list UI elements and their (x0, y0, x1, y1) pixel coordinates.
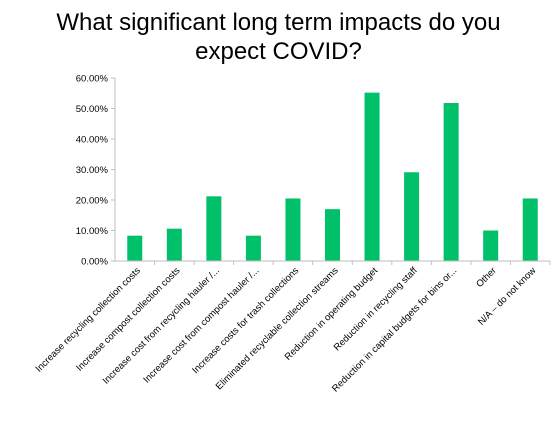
y-tick-label: 50.00% (76, 104, 109, 115)
chart-title-line-1: What significant long term impacts do yo… (56, 9, 501, 36)
bar (364, 92, 380, 261)
bar (166, 228, 182, 261)
bars (127, 92, 538, 261)
y-axis: 0.00% 10.00% 20.00% 30.00% 40.00% 50.00% 60.00… (76, 74, 116, 268)
chart-title-line-2: expect COVID? (195, 38, 362, 65)
y-tick-label: 60.00% (76, 74, 109, 85)
y-tick-label: 10.00% (76, 226, 109, 237)
bar (443, 103, 459, 261)
bar (127, 235, 143, 261)
x-category-label: Other (474, 265, 499, 290)
y-tick-label: 0.00% (81, 257, 108, 268)
bar (522, 198, 538, 261)
bar (404, 172, 420, 261)
chart-title: What significant long term impacts do yo… (0, 8, 557, 66)
bar (483, 230, 499, 261)
bar (285, 198, 301, 261)
bar (325, 209, 340, 261)
y-tick-label: 30.00% (76, 165, 109, 176)
y-tick-label: 40.00% (76, 135, 109, 146)
bar (245, 235, 261, 261)
y-tick-label: 20.00% (76, 196, 109, 207)
bar (206, 196, 222, 261)
x-axis: Increase recycling collection costsIncre… (34, 260, 551, 394)
